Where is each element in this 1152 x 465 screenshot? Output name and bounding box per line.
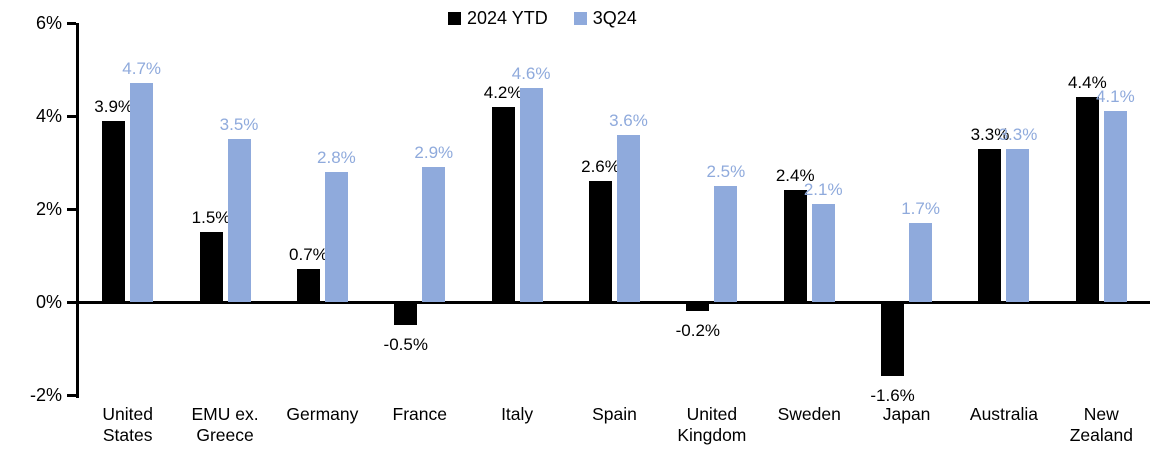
x-axis-baseline: [76, 300, 1150, 304]
bar-ytd-7: [783, 190, 807, 302]
category-label-0: United States: [102, 404, 153, 445]
category-label-10: New Zealand: [1069, 404, 1133, 445]
y-tick-mark: [67, 393, 76, 397]
bar-value-label: 4.4%: [1067, 73, 1107, 93]
category-label-1: EMU ex. Greece: [191, 404, 259, 445]
bar-3q24-7: [811, 204, 835, 302]
bar-3q24-2: [324, 171, 348, 302]
bar-ytd-0: [102, 120, 126, 302]
bar-value-label: 2.4%: [775, 166, 815, 186]
category-label-4: Italy: [501, 404, 534, 424]
bar-value-label: 3.9%: [94, 96, 134, 116]
bar-ytd-2: [296, 269, 320, 302]
y-tick-label: 6%: [35, 13, 62, 33]
y-tick-mark: [67, 114, 76, 118]
bar-ytd-4: [491, 106, 515, 302]
y-tick-mark: [67, 300, 76, 304]
bar-value-label: 4.2%: [483, 82, 523, 102]
bar-value-label: 4.1%: [1095, 87, 1135, 107]
bar-value-label: 3.5%: [219, 115, 259, 135]
y-tick-label: 4%: [35, 106, 62, 126]
y-tick-label: -2%: [29, 385, 62, 405]
bar-value-label: 2.5%: [706, 161, 746, 181]
y-tick-label: 0%: [35, 292, 62, 312]
bar-value-label: 1.7%: [901, 198, 940, 218]
category-label-3: France: [392, 404, 447, 424]
bar-value-label: -0.2%: [675, 321, 721, 341]
bar-value-label: 0.7%: [289, 245, 328, 265]
legend-item-2024-ytd: 2024 YTD: [448, 8, 548, 29]
bar-3q24-6: [714, 185, 738, 302]
bar-value-label: 2.1%: [803, 180, 843, 200]
bar-3q24-9: [1006, 148, 1030, 302]
bar-value-label: 2.6%: [581, 157, 620, 177]
bar-value-label: 2.8%: [317, 147, 356, 167]
bar-3q24-0: [130, 83, 154, 302]
category-label-2: Germany: [286, 404, 359, 424]
y-axis-line: [76, 23, 79, 398]
bar-value-label: 2.9%: [414, 143, 454, 163]
legend-item-3q24: 3Q24: [573, 8, 637, 29]
bar-value-label: 4.7%: [122, 59, 162, 79]
legend-label-2024-ytd: 2024 YTD: [467, 8, 548, 28]
legend-swatch-2024-ytd-icon: [448, 12, 461, 25]
bar-ytd-5: [589, 181, 612, 302]
bar-ytd-10: [1075, 97, 1099, 302]
bar-value-label: 4.6%: [511, 64, 551, 84]
bar-3q24-4: [519, 88, 543, 302]
bar-ytd-6: [686, 302, 710, 312]
bar-value-label: -1.6%: [870, 386, 915, 406]
bar-3q24-10: [1103, 111, 1127, 302]
legend-label-3q24: 3Q24: [592, 8, 637, 28]
chart-legend: 2024 YTD 3Q24: [448, 8, 637, 29]
bar-3q24-1: [227, 139, 251, 302]
category-label-7: Sweden: [777, 404, 841, 424]
bar-3q24-8: [909, 222, 933, 302]
y-tick-mark: [67, 207, 76, 211]
bar-ytd-8: [881, 302, 905, 377]
category-label-6: United Kingdom: [677, 404, 747, 445]
bar-ytd-1: [199, 232, 223, 302]
legend-swatch-3q24-icon: [573, 12, 587, 25]
category-label-8: Japan: [882, 404, 931, 424]
y-tick-mark: [67, 21, 76, 25]
bar-value-label: 1.5%: [191, 208, 231, 228]
bar-ytd-9: [978, 148, 1002, 302]
bar-3q24-3: [422, 167, 446, 302]
bar-ytd-3: [394, 302, 418, 326]
bar-value-label: 3.3%: [970, 124, 1010, 144]
bar-value-label: -0.5%: [383, 335, 428, 355]
bar-value-label: 3.6%: [609, 110, 648, 130]
y-tick-label: 2%: [35, 199, 62, 219]
category-label-9: Australia: [969, 404, 1038, 424]
bar-3q24-5: [617, 134, 640, 302]
bar-value-label: 3.3%: [998, 124, 1038, 144]
category-label-5: Spain: [592, 404, 637, 424]
